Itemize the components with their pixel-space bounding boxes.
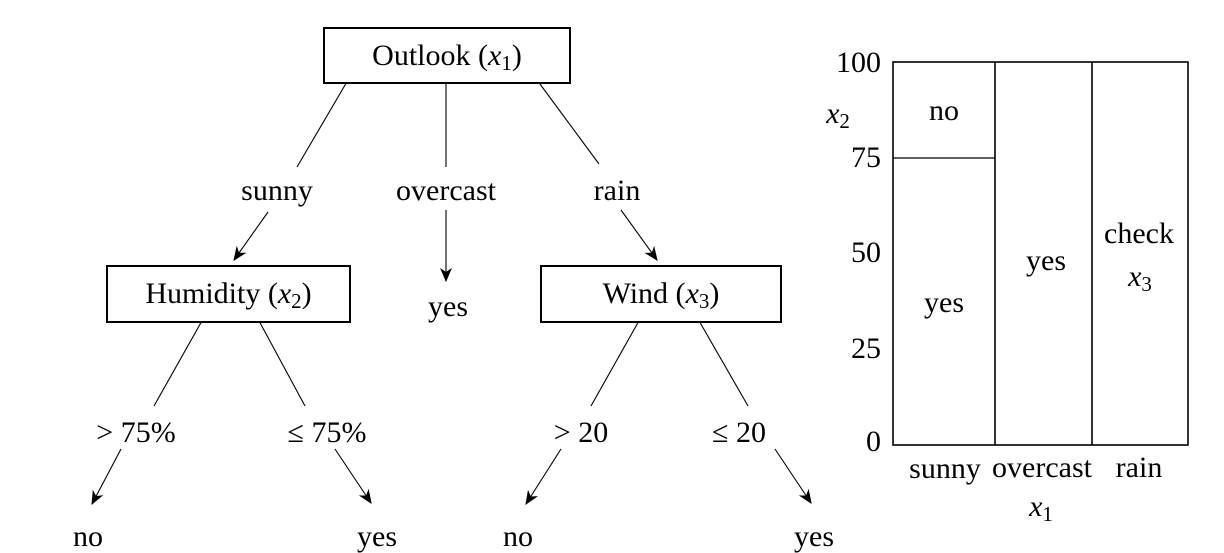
leaf-wind-low-yes: yes xyxy=(794,520,834,553)
x-category-overcast: overcast xyxy=(992,451,1092,484)
label-part: ) xyxy=(511,38,522,72)
edge-label-overcast: overcast xyxy=(396,174,496,207)
label-part: Outlook ( xyxy=(372,38,488,72)
y-axis-label: x2 xyxy=(826,97,850,132)
region-overcast-yes: yes xyxy=(1026,244,1066,277)
edge-root-sunny-upper xyxy=(296,79,349,168)
math-var: x xyxy=(826,97,840,130)
y-tick-50: 50 xyxy=(851,236,881,269)
edge-humidity-high-arrow xyxy=(91,448,122,506)
leaf-overcast-yes: yes xyxy=(428,290,468,323)
y-tick-75: 75 xyxy=(851,141,881,174)
math-subscript: 1 xyxy=(501,50,512,75)
edge-label-rain: rain xyxy=(593,174,641,207)
edge-wind-high-arrow xyxy=(525,448,562,506)
math-var: x xyxy=(1029,490,1043,523)
edge-humidity-high-upper xyxy=(153,318,204,407)
edge-label-sunny: sunny xyxy=(241,174,313,207)
leaf-humidity-high-no: no xyxy=(73,520,103,553)
x-category-sunny: sunny xyxy=(909,452,981,485)
region-rain-check-var: x3 xyxy=(1128,260,1152,295)
edge-label-humidity-low: ≤ 75% xyxy=(287,416,367,449)
math-var: x xyxy=(685,277,699,310)
x-category-rain: rain xyxy=(1115,451,1163,484)
label-part: ) xyxy=(709,277,720,310)
tree-node-outlook: Outlook (x1) xyxy=(323,27,571,84)
edge-label-wind-high: > 20 xyxy=(553,416,609,449)
edge-humidity-low-arrow xyxy=(334,448,372,504)
math-subscript: 3 xyxy=(698,289,710,313)
leaf-wind-high-no: no xyxy=(503,520,533,553)
y-tick-100: 100 xyxy=(836,46,881,79)
math-subscript: 2 xyxy=(291,289,302,313)
edge-wind-high-upper xyxy=(590,318,641,407)
leaf-humidity-low-yes: yes xyxy=(357,520,397,553)
region-sunny-no: no xyxy=(929,94,959,127)
x-axis-label: x1 xyxy=(1029,490,1053,525)
tree-node-wind: Wind (x3) xyxy=(540,265,782,323)
math-var: x xyxy=(1128,260,1142,293)
math-subscript: 2 xyxy=(839,109,850,133)
y-tick-0: 0 xyxy=(866,425,881,458)
tree-node-humidity-label: Humidity (x2) xyxy=(145,277,312,312)
math-var: x xyxy=(277,277,292,310)
label-part: Humidity ( xyxy=(145,277,278,310)
math-var: x xyxy=(488,38,502,72)
edge-label-humidity-high: > 75% xyxy=(96,416,176,449)
y-tick-25: 25 xyxy=(851,332,881,365)
region-sunny-yes: yes xyxy=(924,286,964,319)
tree-node-wind-label: Wind (x3) xyxy=(602,277,720,312)
edge-wind-low-upper xyxy=(697,318,749,407)
label-part: ) xyxy=(301,277,312,310)
label-part: Wind ( xyxy=(602,277,686,310)
edge-root-rain-arrow xyxy=(620,209,658,261)
edge-root-rain-upper xyxy=(536,79,600,165)
edge-humidity-low-upper xyxy=(257,318,306,407)
edge-root-sunny-arrow xyxy=(233,211,269,261)
tree-node-outlook-label: Outlook (x1) xyxy=(372,38,522,73)
edge-wind-low-arrow xyxy=(774,448,812,504)
edge-label-wind-low: ≤ 20 xyxy=(712,416,766,449)
math-subscript: 1 xyxy=(1042,502,1053,526)
chart-frame xyxy=(892,61,1189,446)
math-subscript: 3 xyxy=(1141,272,1152,296)
tree-node-humidity: Humidity (x2) xyxy=(106,265,351,323)
region-rain-check: check xyxy=(1104,217,1174,250)
